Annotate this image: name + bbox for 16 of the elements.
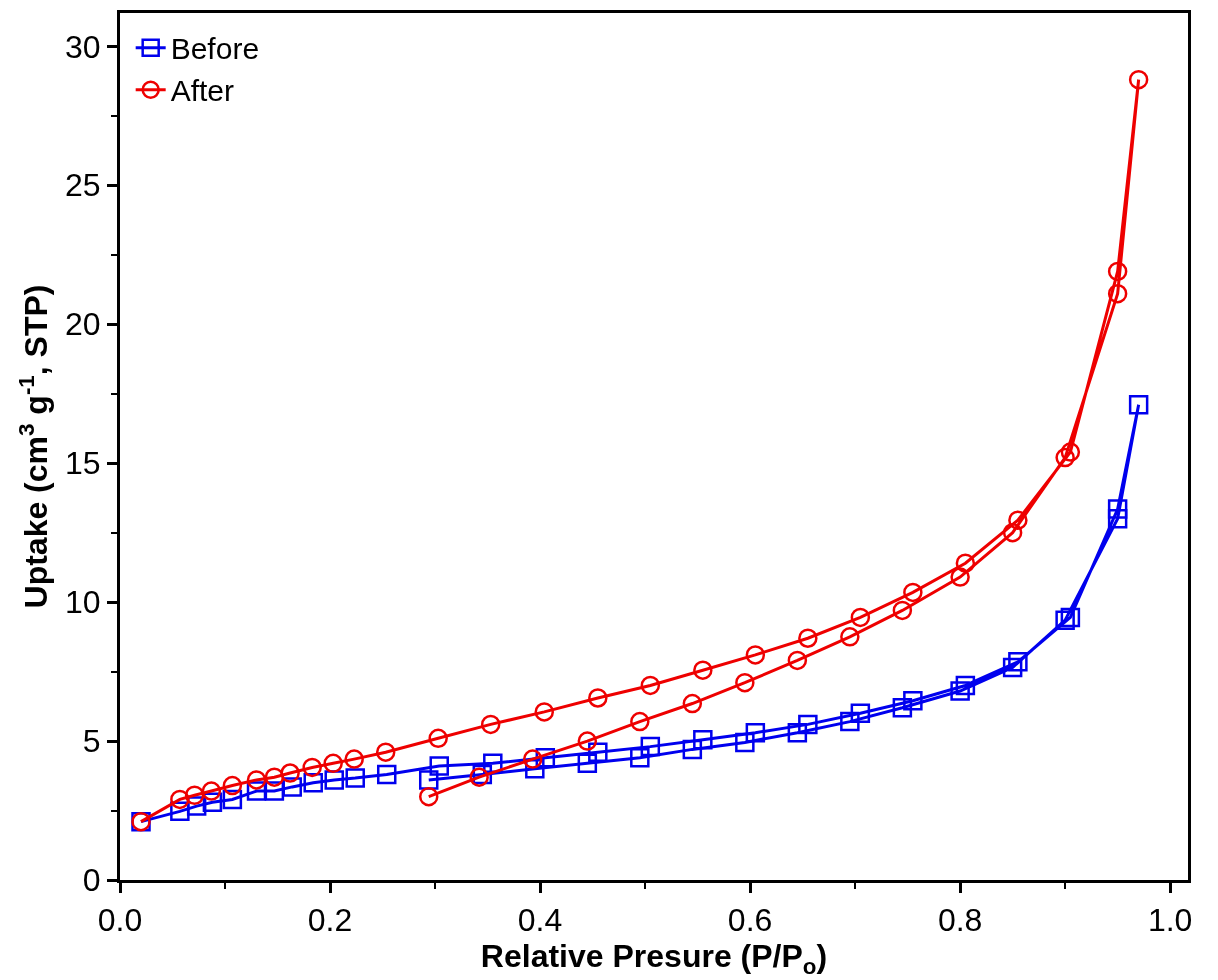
y-tick-label: 20 — [65, 306, 101, 343]
legend-label: Before — [170, 32, 260, 66]
x-tick-label: 0.6 — [727, 902, 773, 939]
y-tick-label: 15 — [65, 445, 101, 482]
y-tick-label: 10 — [65, 584, 101, 621]
x-tick-label: 0.2 — [307, 902, 353, 939]
x-axis-title: Relative Presure (P/P$_{o}$) — [480, 938, 828, 980]
y-tick-label: 5 — [82, 723, 101, 760]
y-tick-label: 30 — [65, 28, 101, 65]
y-tick-label: 25 — [65, 167, 101, 204]
x-tick-label: 0.4 — [517, 902, 563, 939]
y-tick-label: 0 — [82, 862, 101, 899]
x-tick-label: 0.8 — [937, 902, 983, 939]
x-tick-label: 1.0 — [1147, 902, 1193, 939]
x-tick-label: 0.0 — [97, 902, 143, 939]
legend-label: After — [170, 74, 235, 108]
